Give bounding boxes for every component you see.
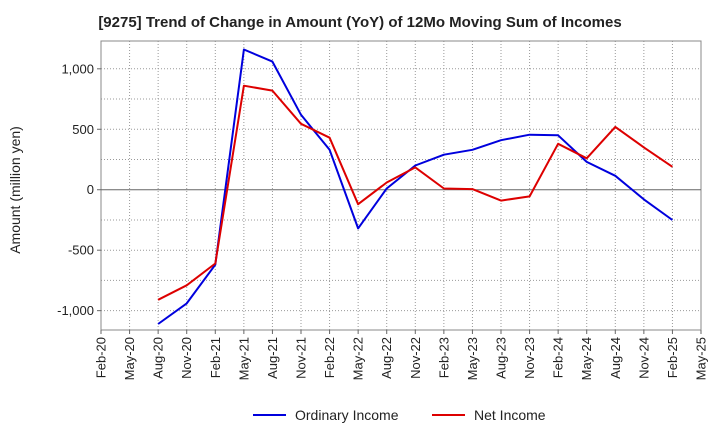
series-lines [157, 48, 673, 325]
x-tick-label: Nov-24 [636, 337, 651, 379]
x-tick-label: May-22 [351, 337, 366, 380]
x-tick-label: Nov-20 [179, 337, 194, 379]
y-tick-label: 1,000 [61, 61, 94, 76]
x-tick-label: May-23 [465, 337, 480, 380]
grid [100, 41, 702, 330]
x-axis-ticks: Feb-20 May-20 Aug-20 Nov-20 Feb-21 May-21 Aug-… [94, 330, 709, 380]
y-tick-label: 0 [87, 182, 94, 197]
y-axis-label: Amount (million yen) [7, 126, 23, 254]
legend-label: Ordinary Income [295, 407, 399, 423]
x-tick-label: Feb-23 [436, 337, 451, 378]
x-tick-label: Feb-25 [665, 337, 680, 378]
x-tick-label: Feb-21 [208, 337, 223, 378]
legend-label: Net Income [474, 407, 546, 423]
x-tick-label: May-24 [579, 337, 594, 380]
x-tick-label: Nov-21 [294, 337, 309, 379]
x-tick-label: Aug-21 [265, 337, 280, 379]
x-tick-label: Nov-22 [408, 337, 423, 379]
y-axis-ticks: 1,000 500 0 -500 -1,000 [57, 61, 101, 318]
x-tick-label: Feb-22 [322, 337, 337, 378]
x-tick-label: Feb-24 [551, 337, 566, 378]
plot-area-frame [100, 40, 702, 331]
y-tick-label: -500 [68, 243, 94, 258]
y-tick-label: -1,000 [57, 303, 94, 318]
x-tick-label: Aug-24 [608, 337, 623, 379]
series-line-ordinary-income [157, 48, 673, 325]
x-tick-label: Aug-20 [151, 337, 166, 379]
x-tick-label: Aug-22 [379, 337, 394, 379]
x-tick-label: May-20 [122, 337, 137, 380]
x-tick-label: Aug-23 [494, 337, 509, 379]
x-tick-label: Nov-23 [522, 337, 537, 379]
legend: Ordinary Income Net Income [253, 407, 546, 423]
x-tick-label: May-25 [694, 337, 709, 380]
x-tick-label: Feb-20 [94, 337, 109, 378]
x-tick-label: May-21 [236, 337, 251, 380]
y-tick-label: 500 [72, 122, 94, 137]
chart-title: [9275] Trend of Change in Amount (YoY) o… [98, 14, 622, 31]
series-line-net-income [157, 84, 673, 301]
